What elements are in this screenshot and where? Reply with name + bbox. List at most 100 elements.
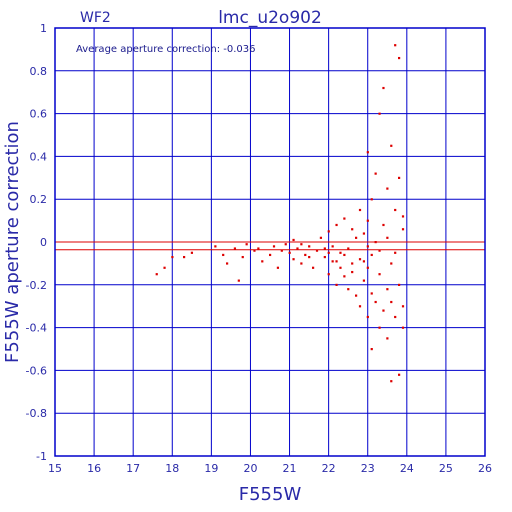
data-points <box>155 44 405 383</box>
data-point <box>339 266 342 269</box>
data-point <box>386 187 389 190</box>
data-point <box>386 288 389 291</box>
x-tick-label: 23 <box>361 462 375 475</box>
data-point <box>386 236 389 239</box>
data-point <box>378 273 381 276</box>
data-point <box>323 255 326 259</box>
data-point <box>300 262 303 265</box>
data-point <box>366 315 369 319</box>
data-point <box>288 251 291 254</box>
data-point <box>358 305 362 308</box>
data-point <box>390 144 393 147</box>
data-point <box>339 251 342 254</box>
reference-lines <box>55 241 485 251</box>
y-tick-label: -0.2 <box>26 279 47 292</box>
data-point <box>378 326 381 329</box>
data-point <box>272 245 276 248</box>
chart-title: lmc_u2o902 <box>218 8 322 28</box>
data-point <box>362 232 366 235</box>
data-point <box>355 294 358 297</box>
data-point <box>155 273 158 276</box>
data-point <box>335 223 338 227</box>
data-point <box>327 251 330 254</box>
data-point <box>398 283 401 286</box>
data-point <box>382 86 385 90</box>
x-axis-label: F555W <box>239 484 302 505</box>
data-point <box>261 260 264 263</box>
data-point <box>241 255 244 259</box>
x-tick-label: 24 <box>400 462 414 475</box>
data-point <box>233 247 237 250</box>
data-point <box>308 245 311 248</box>
data-point <box>370 292 373 295</box>
x-tick-label: 15 <box>48 462 62 475</box>
data-point <box>343 217 346 220</box>
data-point <box>394 315 397 319</box>
data-point <box>214 245 217 248</box>
y-tick-label: -1 <box>36 450 47 463</box>
data-point <box>269 253 272 257</box>
x-tick-label: 22 <box>322 462 336 475</box>
data-point <box>335 283 338 286</box>
data-point <box>366 245 369 248</box>
y-tick-label: 0.2 <box>30 193 48 206</box>
ticks: 15 16 17 18 19 20 21 22 23 24 25 26 -1 -0.8 -0.6 -0.4 -0… <box>26 22 492 475</box>
y-tick-label: 0.6 <box>30 108 48 121</box>
data-point <box>257 247 260 250</box>
data-point <box>358 208 362 212</box>
data-point <box>308 255 311 259</box>
data-point <box>253 249 256 252</box>
data-point <box>351 262 354 265</box>
y-tick-label: -0.4 <box>26 322 47 335</box>
data-point <box>351 270 354 274</box>
y-tick-label: 0.8 <box>30 65 48 78</box>
data-point <box>401 228 405 231</box>
data-point <box>343 253 346 257</box>
data-point <box>245 243 248 246</box>
data-point <box>370 198 373 201</box>
data-point <box>401 215 405 218</box>
x-tick-label: 16 <box>87 462 101 475</box>
data-point <box>347 247 350 250</box>
data-point <box>358 258 362 261</box>
data-point <box>300 243 303 246</box>
data-point <box>304 253 307 257</box>
plot-frame <box>54 27 486 457</box>
x-tick-label: 19 <box>204 462 218 475</box>
data-point <box>362 260 366 263</box>
data-point <box>390 380 393 383</box>
data-point <box>222 253 225 257</box>
data-point <box>237 279 240 282</box>
data-point <box>327 273 330 276</box>
data-point <box>366 266 369 269</box>
y-tick-label: 1 <box>40 22 47 35</box>
data-point <box>386 337 389 340</box>
data-point <box>351 228 354 231</box>
data-point <box>394 44 397 47</box>
data-point <box>374 172 377 175</box>
data-point <box>366 219 369 222</box>
data-point <box>398 56 401 60</box>
data-point <box>398 373 401 376</box>
data-point <box>355 236 358 239</box>
data-point <box>292 238 295 242</box>
data-point <box>331 245 334 248</box>
data-point <box>319 236 323 239</box>
x-tick-label: 17 <box>126 462 140 475</box>
data-point <box>374 241 377 244</box>
y-tick-label: 0.4 <box>30 150 48 163</box>
data-point <box>394 251 397 254</box>
y-tick-label: -0.6 <box>26 364 47 377</box>
y-axis-label: F555W aperture correction <box>2 121 23 363</box>
average-correction-annotation: Average aperture correction: -0.036 <box>76 44 256 55</box>
data-point <box>280 249 283 252</box>
x-tick-label: 18 <box>165 462 179 475</box>
data-point <box>398 176 401 179</box>
y-tick-label: 0 <box>40 236 47 249</box>
data-point <box>183 255 186 259</box>
data-point <box>284 243 287 246</box>
data-point <box>343 275 346 278</box>
x-tick-label: 26 <box>478 462 492 475</box>
data-point <box>276 266 280 269</box>
